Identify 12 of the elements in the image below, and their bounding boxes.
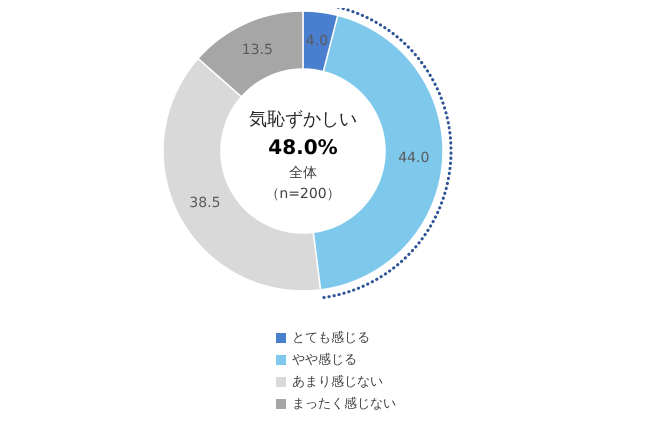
text: 全体 xyxy=(289,165,317,181)
data-label: 13.5 xyxy=(242,42,273,58)
legend-label: まったく感じない xyxy=(292,396,396,412)
text: （n=200） xyxy=(265,186,341,202)
text: 気恥ずかしい xyxy=(249,109,357,130)
data-label: 4.0 xyxy=(306,32,328,49)
data-label: 44.0 xyxy=(398,150,430,166)
data-label: 38.5 xyxy=(189,194,220,211)
legend-label: やや感じる xyxy=(292,352,357,368)
legend-label: あまり感じない xyxy=(292,374,383,390)
text: 48.0% xyxy=(268,135,338,159)
legend-label: とても感じる xyxy=(292,330,370,346)
